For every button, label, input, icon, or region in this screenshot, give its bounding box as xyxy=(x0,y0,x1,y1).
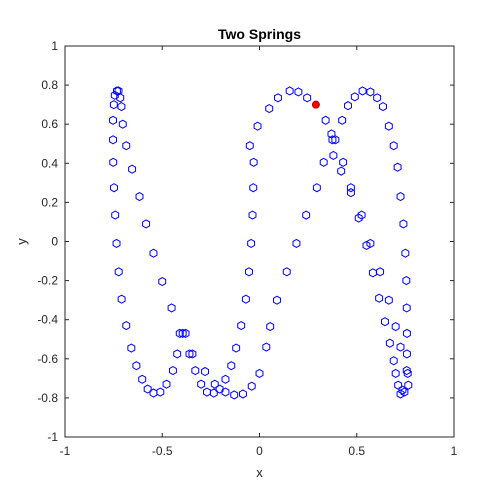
y-tick-label: -0.6 xyxy=(37,352,58,366)
plot-area xyxy=(65,46,454,437)
y-tick-label: -0.8 xyxy=(37,391,58,405)
y-tick-label: 1 xyxy=(51,39,58,53)
y-tick-label: -1 xyxy=(47,430,58,444)
y-tick-label: 0 xyxy=(51,235,58,249)
x-tick-label: 0.5 xyxy=(348,444,365,458)
x-axis-label: x xyxy=(256,465,263,480)
y-tick-label: 0.4 xyxy=(41,156,58,170)
x-tick-label: -1 xyxy=(60,444,71,458)
x-tick-label: 0 xyxy=(256,444,263,458)
highlighted-point xyxy=(312,101,319,108)
x-tick-label: -0.5 xyxy=(152,444,173,458)
y-tick-label: 0.6 xyxy=(41,117,58,131)
y-tick-label: 0.2 xyxy=(41,195,58,209)
chart-title: Two Springs xyxy=(218,26,301,42)
x-tick-label: 1 xyxy=(451,444,458,458)
y-tick-label: -0.4 xyxy=(37,313,58,327)
y-tick-label: -0.2 xyxy=(37,274,58,288)
y-tick-label: 0.8 xyxy=(41,78,58,92)
y-axis-label: y xyxy=(14,238,29,245)
